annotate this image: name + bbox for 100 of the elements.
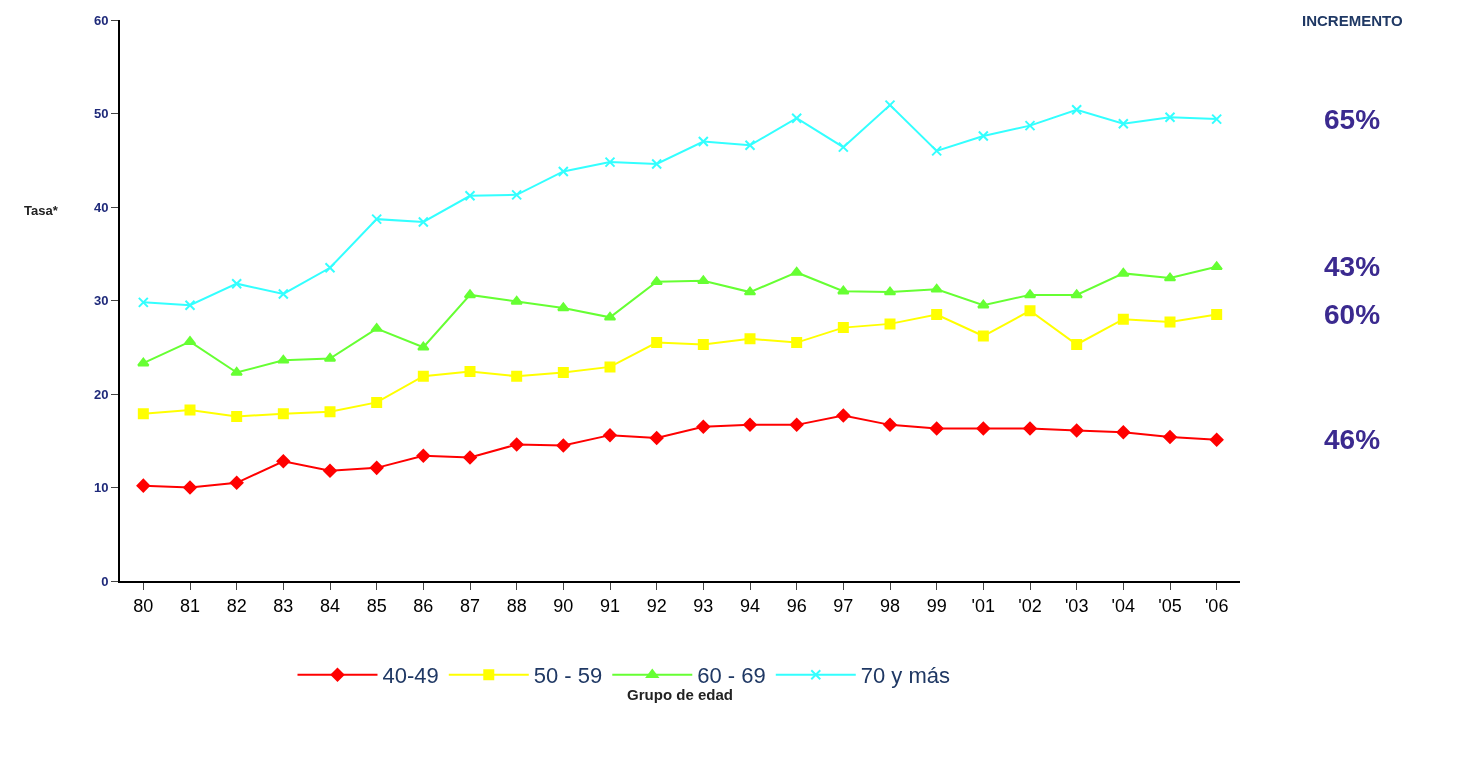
x-tick-label: 93 (693, 595, 714, 616)
point (136, 478, 151, 493)
point (277, 408, 289, 420)
point (604, 361, 616, 373)
x-tick-label: 88 (506, 595, 527, 616)
text: INCREMENTO (1302, 12, 1403, 29)
point (929, 421, 944, 436)
point (510, 295, 523, 305)
point (231, 410, 243, 422)
point (744, 333, 756, 345)
point (1024, 305, 1036, 317)
point (324, 262, 336, 274)
point (1071, 338, 1083, 350)
point (1117, 118, 1129, 130)
x-tick-label: '03 (1064, 595, 1089, 616)
x-tick-label: '06 (1204, 595, 1229, 616)
point (883, 286, 897, 296)
point (791, 112, 803, 124)
point (1069, 423, 1084, 438)
text: 60% (1324, 299, 1381, 330)
point (1163, 430, 1177, 444)
point (930, 283, 943, 293)
y-tick-label: 30 (93, 293, 109, 309)
text: 46% (1324, 424, 1381, 455)
point (231, 278, 243, 290)
point (509, 437, 524, 452)
point (463, 289, 477, 299)
point (417, 341, 430, 351)
x-axis-title: Grupo de edad (627, 686, 733, 704)
point (557, 165, 569, 177)
point (229, 475, 244, 490)
point (184, 404, 196, 416)
x-tick-label: '04 (1111, 595, 1136, 616)
x-tick-label: 87 (459, 595, 481, 616)
point (137, 296, 149, 308)
point (464, 190, 476, 202)
x-tick-label: '05 (1158, 595, 1182, 616)
point (1164, 111, 1176, 123)
point (791, 337, 803, 349)
point (743, 418, 757, 432)
point (790, 266, 803, 276)
point (789, 418, 804, 432)
x-tick-label: 80 (133, 595, 154, 616)
point (743, 286, 757, 296)
point (884, 318, 896, 330)
x-tick-label: 81 (179, 595, 201, 616)
point (977, 130, 989, 142)
point (649, 431, 664, 445)
x-tick-label: 84 (319, 595, 341, 616)
point (369, 461, 384, 475)
y-tick-label: 60 (93, 12, 109, 28)
text: 43% (1324, 251, 1381, 282)
x-tick-label: 91 (599, 595, 621, 616)
point (883, 418, 897, 432)
point (1023, 289, 1037, 299)
point (371, 396, 383, 408)
legend-label: 60 - 69 (697, 663, 766, 689)
point (323, 463, 337, 478)
point (697, 338, 709, 350)
point (183, 480, 197, 495)
point (556, 438, 571, 453)
x-tick-label: 86 (413, 595, 434, 616)
point (1164, 316, 1176, 328)
point (696, 419, 711, 434)
point (884, 99, 896, 111)
point (1117, 313, 1129, 325)
x-tick-label: 90 (553, 595, 574, 616)
point (324, 406, 336, 418)
point (277, 288, 289, 300)
point (417, 370, 429, 382)
point (837, 285, 850, 295)
point (931, 145, 943, 157)
point (651, 337, 663, 349)
point (697, 275, 710, 285)
x-tick-label: 97 (833, 595, 854, 616)
point (931, 309, 943, 321)
point (604, 156, 616, 168)
point (464, 366, 476, 378)
point (276, 454, 291, 469)
point (1023, 421, 1037, 436)
point (417, 216, 429, 228)
point (744, 139, 756, 151)
x-tick-label: 98 (879, 595, 901, 616)
legend-label: 70 y más (860, 663, 951, 689)
x-tick-label: '02 (1018, 595, 1042, 616)
y-tick-label: 20 (93, 386, 109, 402)
point (277, 354, 290, 364)
point (977, 330, 989, 342)
point (137, 357, 150, 367)
point (651, 158, 663, 170)
point (557, 367, 569, 378)
point (1117, 267, 1130, 277)
x-tick-label: 85 (366, 595, 387, 616)
point (697, 136, 709, 148)
point (557, 302, 570, 312)
point (836, 408, 851, 423)
point (977, 299, 990, 309)
point (837, 141, 849, 153)
x-tick-label: 92 (646, 595, 667, 616)
point (1024, 120, 1036, 132)
